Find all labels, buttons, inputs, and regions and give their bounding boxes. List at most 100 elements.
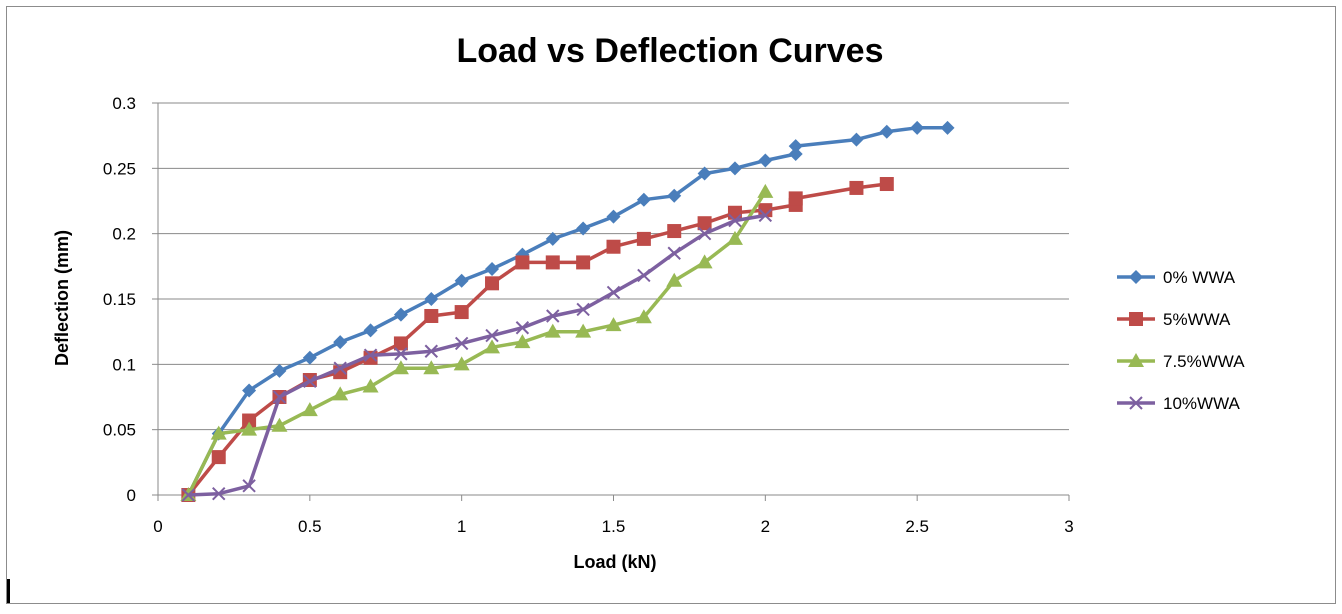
legend-item: 10%WWA [1117,394,1240,413]
data-point [514,334,531,349]
data-point [272,390,287,404]
text-cursor-mark [7,579,10,603]
data-point [575,323,592,338]
data-point [454,305,469,320]
gridlines [158,102,1069,431]
legend: 0% WWA 5%WWA 7.5%WWA 10%WWA [1117,268,1245,413]
data-point [758,153,773,168]
data-point [393,336,408,351]
data-point [635,309,652,324]
data-point [424,292,439,306]
axes [152,102,1070,501]
y-tick-label: 0.05 [103,421,136,440]
data-point [392,360,409,375]
data-point [515,321,530,335]
legend-label: 0% WWA [1163,268,1236,287]
data-point [666,272,683,287]
y-tick-label: 0.15 [103,290,136,309]
data-point [241,421,258,436]
chart-frame: Load vs Deflection Curves 0 0.05 0.1 0.15 0.… [6,6,1336,604]
y-tick-labels: 0 0.05 0.1 0.15 0.2 0.25 0.3 [103,94,136,505]
series-line [187,182,888,497]
data-point [362,378,379,393]
legend-marker [1129,396,1143,410]
data-point [606,209,621,224]
y-tick-label: 0.25 [103,159,136,178]
data-point [726,230,743,245]
data-point [333,361,347,375]
data-point [605,317,622,332]
x-tick-label: 1.5 [602,517,626,536]
data-point [484,339,501,354]
data-point [242,383,257,398]
legend-label: 7.5%WWA [1163,352,1245,371]
data-point [545,255,560,270]
series-group [180,120,955,502]
x-tick-label: 3 [1064,517,1073,536]
data-point [181,488,196,502]
data-point [788,191,803,206]
data-point [636,231,651,246]
y-tick-label: 0.1 [112,355,136,374]
data-point [242,413,257,428]
x-tick-labels: 0 0.5 1 1.5 2 2.5 3 [153,517,1073,536]
data-point [544,323,561,338]
data-point [485,328,499,343]
legend-label: 10%WWA [1163,394,1240,413]
x-tick-label: 2.5 [905,517,929,536]
data-point [910,120,925,135]
data-point [576,302,590,317]
data-point [788,139,803,154]
data-point [637,268,651,283]
data-point [485,276,500,291]
y-tick-label: 0.3 [112,94,136,113]
data-point [424,308,439,323]
data-point [242,479,256,493]
data-point [301,402,318,417]
data-point [849,180,864,195]
data-point [393,307,408,322]
data-point [211,450,226,465]
data-point [697,226,712,241]
series-line [186,190,767,496]
legend-item: 0% WWA [1117,268,1236,287]
data-point [728,213,742,228]
x-tick-label: 2 [761,517,770,536]
data-point [303,374,317,389]
x-axis-title: Load (kN) [574,552,657,572]
data-point [332,386,349,401]
series-1 [181,177,894,502]
data-point [271,417,288,432]
data-point [727,205,742,220]
data-point [333,335,348,350]
legend-marker [1129,270,1143,284]
data-point [879,177,894,192]
data-point [453,356,470,371]
y-axis-title: Deflection (mm) [52,230,72,366]
legend-item: 7.5%WWA [1117,352,1245,371]
data-point [667,224,682,239]
data-point [454,336,469,351]
x-tick-label: 1 [457,517,466,536]
data-point [454,273,469,288]
legend-item: 5%WWA [1117,310,1231,329]
data-point [363,323,378,338]
data-point [272,363,287,378]
series-3 [181,208,773,502]
data-point [302,350,317,365]
data-point [423,360,440,375]
data-point [210,425,227,440]
data-point [758,208,773,223]
data-point [696,254,713,269]
data-point [606,285,621,300]
legend-marker [1128,353,1144,367]
data-point [546,309,560,323]
data-point [636,192,651,207]
data-point [758,203,773,218]
y-tick-label: 0 [127,486,136,505]
data-point [697,166,712,181]
legend-label: 5%WWA [1163,310,1231,329]
chart-title: Load vs Deflection Curves [456,32,883,70]
data-point [363,348,378,362]
data-point [727,161,742,176]
